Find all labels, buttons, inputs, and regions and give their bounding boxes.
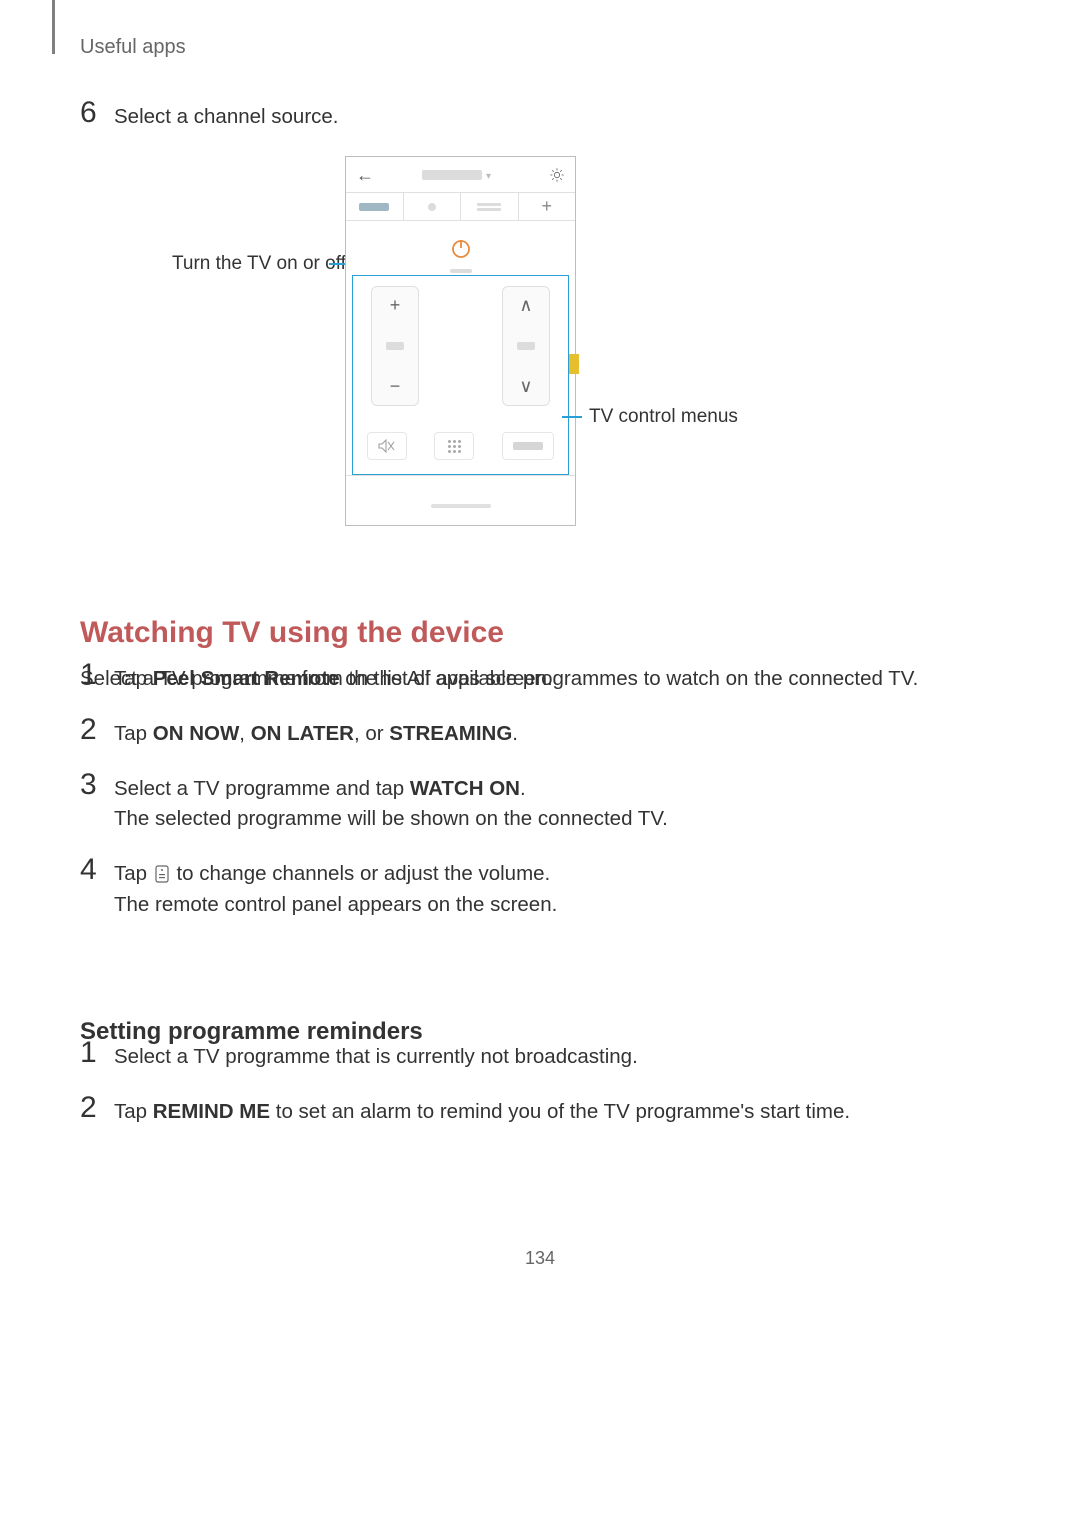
tv-control-menus: + − ∧ ∨ [352,275,569,475]
sub-block: Setting programme reminders [80,988,1000,1046]
channel-label [517,342,535,350]
steps-b: 1 Select a TV programme that is currentl… [80,1042,1000,1128]
t-bold: REMIND ME [153,1100,270,1123]
volume-down-icon[interactable]: − [390,376,401,397]
t: , or [354,722,389,745]
step-text: Select a TV programme that is currently … [114,1042,638,1073]
room-title-placeholder[interactable] [422,170,482,180]
back-icon[interactable]: ← [356,165,374,186]
phone-mock: ← ▾ + [345,156,576,526]
step-a3: 3 Select a TV programme and tap WATCH ON… [80,774,1000,836]
t: Tap [114,722,153,745]
volume-rocker[interactable]: + − [371,286,419,406]
tab-add[interactable]: + [519,193,576,220]
t: , [239,722,250,745]
channel-down-icon[interactable]: ∨ [519,376,532,397]
side-tab[interactable] [569,354,579,374]
t: Tap [114,1100,153,1123]
step-a1: 1 Tap Peel Smart Remote on the All apps … [80,664,1000,695]
volume-up-icon[interactable]: + [390,295,401,316]
t: . [512,722,518,745]
step-number: 2 [80,1093,114,1123]
step-number: 1 [80,1038,114,1068]
power-icon[interactable] [449,236,473,260]
gear-icon[interactable] [549,167,565,183]
dropdown-caret-icon[interactable]: ▾ [486,171,491,182]
callout-power: Turn the TV on or off. [172,253,351,275]
phone-top-bar: ← ▾ [346,157,575,193]
step-6-block: 6 Select a channel source. [80,102,1000,133]
channel-rocker[interactable]: ∧ ∨ [502,286,550,406]
phone-bottom [346,475,575,513]
t-bold: ON NOW [153,722,240,745]
t-bold: STREAMING [389,722,512,745]
lead-line-right [562,416,582,418]
step-text: Tap REMIND ME to set an alarm to remind … [114,1097,850,1128]
t: on the All apps screen. [340,667,553,690]
header-tick [52,0,55,54]
phone-tabs: + [346,193,575,221]
t: The remote control panel appears on the … [114,893,557,916]
step-6-text: Select a channel source. [114,102,339,133]
remote-figure: Turn the TV on or off. ← ▾ + [0,156,1080,536]
drag-handle[interactable] [450,269,472,273]
tab-2[interactable] [404,193,462,220]
step-text: Select a TV programme and tap WATCH ON. … [114,774,668,836]
bottom-glyph-row [353,426,568,466]
page-number: 134 [0,1248,1080,1269]
keypad-icon[interactable] [434,432,474,460]
t: Select a TV programme and tap [114,777,410,800]
step-text: Tap to change channels or adjust the vol… [114,859,557,921]
tab-3[interactable] [461,193,519,220]
volume-label [386,342,404,350]
t: Tap [114,667,153,690]
section-heading: Watching TV using the device [80,616,1000,650]
t: The selected programme will be shown on … [114,807,668,830]
page-header: Useful apps [80,36,186,59]
power-row [346,221,575,275]
steps-a: 1 Tap Peel Smart Remote on the All apps … [80,664,1000,921]
channel-up-icon[interactable]: ∧ [519,295,532,316]
t: to change channels or adjust the volume. [171,862,551,885]
step-b2: 2 Tap REMIND ME to set an alarm to remin… [80,1097,1000,1128]
step-b1: 1 Select a TV programme that is currentl… [80,1042,1000,1073]
t-bold: WATCH ON [410,777,520,800]
t-bold: Peel Smart Remote [153,667,340,690]
t-bold: ON LATER [251,722,354,745]
callout-controls: TV control menus [589,406,738,428]
step-number-6: 6 [80,98,114,128]
step-a4: 4 Tap to change channels or adjust the v… [80,859,1000,921]
t: to set an alarm to remind you of the TV … [270,1100,850,1123]
step-number: 4 [80,855,114,885]
t: . [520,777,526,800]
step-a2: 2 Tap ON NOW, ON LATER, or STREAMING. [80,719,1000,750]
step-number: 1 [80,660,114,690]
step-text: Tap Peel Smart Remote on the All apps sc… [114,664,553,695]
step-number: 2 [80,715,114,745]
mute-icon[interactable] [367,432,407,460]
source-button[interactable] [502,432,554,460]
remote-icon [155,865,169,883]
step-number: 3 [80,770,114,800]
t: Tap [114,862,153,885]
tab-1[interactable] [346,193,404,220]
step-text: Tap ON NOW, ON LATER, or STREAMING. [114,719,518,750]
